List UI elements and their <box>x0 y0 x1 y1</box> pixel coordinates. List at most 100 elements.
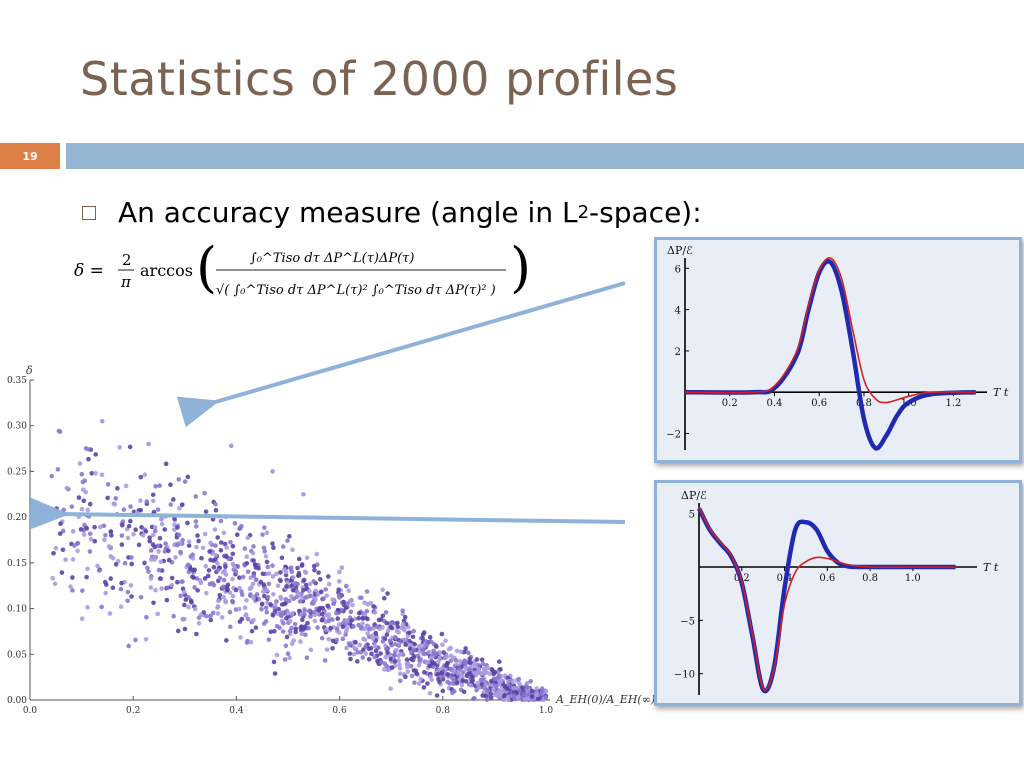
scatter-point <box>453 658 459 663</box>
scatter-point <box>177 506 182 511</box>
scatter-point <box>182 479 188 484</box>
scatter-point <box>57 429 63 435</box>
scatter-point <box>387 638 393 643</box>
scatter-point <box>125 535 131 541</box>
scatter-point <box>142 472 148 478</box>
scatter-point <box>139 524 144 530</box>
scatter-point <box>233 587 239 593</box>
scatter-point <box>372 654 377 660</box>
scatter-point <box>412 680 417 685</box>
scatter-point <box>173 555 178 560</box>
scatter-point <box>148 585 154 590</box>
scatter-point <box>182 626 188 632</box>
scatter-point <box>251 595 256 601</box>
scatter-point <box>293 626 299 632</box>
scatter-point <box>479 677 484 683</box>
scatter-point <box>384 620 390 626</box>
scatter-point <box>131 532 136 537</box>
scatter-point <box>145 565 150 571</box>
formula-lhs: δ = <box>74 261 104 281</box>
scatter-point <box>363 644 368 649</box>
scatter-point <box>70 588 75 593</box>
scatter-point <box>83 489 89 495</box>
formula-right-paren: ) <box>510 236 531 299</box>
scatter-point <box>360 655 366 660</box>
scatter-point <box>444 654 449 660</box>
scatter-point <box>411 628 416 634</box>
scatter-point <box>428 674 433 679</box>
scatter-point <box>511 685 517 691</box>
scatter-point <box>480 693 486 698</box>
scatter-point <box>230 543 236 549</box>
scatter-point <box>245 569 251 574</box>
scatter-point <box>372 643 378 649</box>
scatter-point <box>404 657 410 662</box>
scatter-chart: 0.00 0.05 0.10 0.15 0.20 0.25 0.30 0.35 0.0 0.2 0.… <box>0 360 660 720</box>
scatter-point <box>129 594 134 599</box>
scatter-point <box>186 539 192 545</box>
scatter-point <box>199 555 204 561</box>
scatter-point <box>280 629 286 634</box>
scatter-point <box>190 552 195 558</box>
scatter-point <box>464 673 470 679</box>
scatter-point <box>330 646 335 651</box>
scatter-point <box>389 665 395 670</box>
scatter-point <box>138 474 144 480</box>
scatter-point <box>166 557 172 563</box>
scatter-point <box>108 545 114 550</box>
scatter-point <box>260 532 265 537</box>
scatter-point <box>416 643 422 649</box>
scatter-point <box>375 658 380 664</box>
scatter-point <box>271 591 276 597</box>
scatter-point <box>296 556 302 562</box>
scatter-point <box>485 687 491 693</box>
scatter-point <box>284 583 289 589</box>
scatter-point <box>305 620 310 626</box>
scatter-point <box>450 676 455 681</box>
scatter-point <box>283 597 289 602</box>
scatter-point <box>223 564 228 570</box>
scatter-point <box>270 541 275 546</box>
scatter-point <box>299 563 305 568</box>
scatter-point <box>425 681 430 686</box>
scatter-point <box>192 567 197 573</box>
scatter-point <box>219 615 225 620</box>
scatter-point <box>307 588 312 594</box>
scatter-point <box>483 669 489 675</box>
scatter-point <box>330 617 335 622</box>
scatter-point <box>102 537 107 543</box>
scatter-point <box>129 561 135 567</box>
scatter-point <box>225 582 231 588</box>
scatter-point <box>446 646 452 652</box>
y-tick-label: 0.00 <box>7 696 27 706</box>
scatter-point <box>451 688 457 694</box>
scatter-point <box>74 541 80 546</box>
scatter-point <box>385 591 390 596</box>
scatter-point <box>447 681 452 686</box>
scatter-point <box>118 604 124 609</box>
scatter-point <box>238 525 243 531</box>
scatter-point <box>437 679 442 685</box>
scatter-point <box>385 650 390 655</box>
scatter-point <box>163 541 168 546</box>
scatter-point <box>152 555 158 560</box>
formula-coef-den: π <box>120 273 132 291</box>
scatter-point <box>288 566 294 572</box>
scatter-point <box>281 621 286 626</box>
scatter-point <box>274 599 279 604</box>
scatter-point <box>237 575 242 580</box>
scatter-point <box>388 686 393 691</box>
scatter-point <box>271 659 277 665</box>
y-tick-label: 0.15 <box>7 559 27 569</box>
y-axis-label: δ <box>26 364 33 377</box>
formula-svg: δ = 2 π arccos ( ∫₀^Tiso dτ ΔP^L(τ)ΔP(τ)… <box>74 236 531 299</box>
scatter-point <box>392 653 397 658</box>
scatter-point <box>228 443 234 449</box>
scatter-point <box>264 530 270 536</box>
scatter-point <box>322 658 328 663</box>
scatter-point <box>346 588 351 594</box>
scatter-point <box>421 685 427 690</box>
scatter-point <box>81 532 87 537</box>
scatter-point <box>202 576 208 581</box>
